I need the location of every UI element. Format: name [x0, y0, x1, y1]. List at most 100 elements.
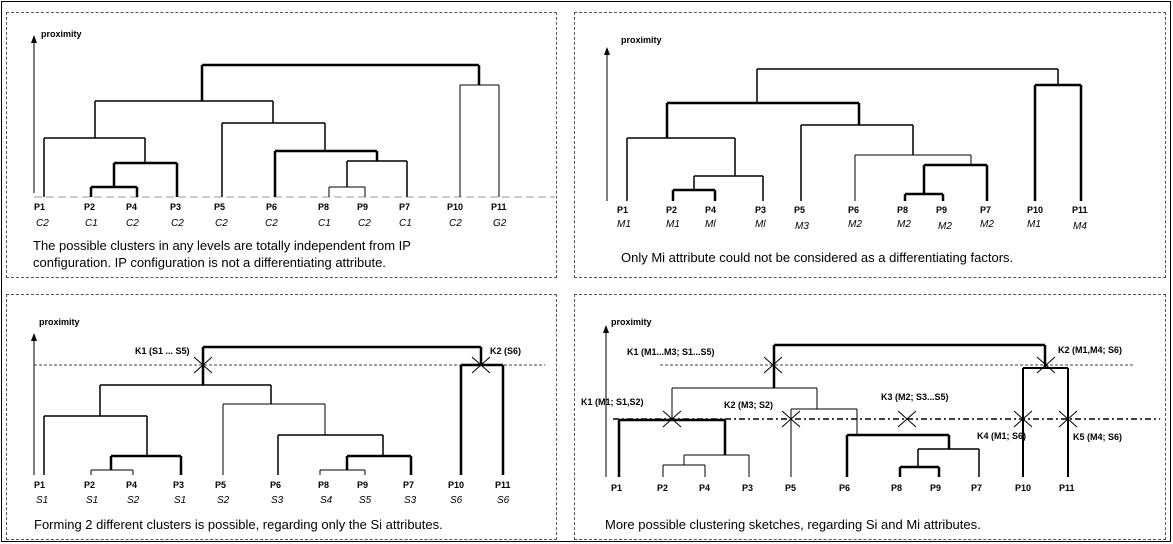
dendrogram-ip: proximity P1 P2 P4 P3 P5 P6 P8 P9 P7 — [31, 29, 555, 229]
attr-label: M2 — [897, 219, 911, 230]
leaf-label: P2 — [84, 480, 95, 490]
panel-si-mi-attributes: proximity K1 (M1...M3; S1...S5) K2 (M1 — [574, 294, 1166, 540]
attr-label: S4 — [320, 495, 333, 506]
leaf-label: P5 — [215, 480, 226, 490]
leaf-label: P9 — [357, 202, 368, 212]
leaf-label: P6 — [839, 483, 850, 493]
attr-label: M1 — [666, 219, 680, 230]
attr-label: M1 — [1027, 219, 1041, 230]
attr-label: S3 — [404, 495, 417, 506]
axis-arrowhead — [31, 35, 37, 43]
leaf-labels: P1 P2 P4 P3 P5 P6 P8 P9 P7 P10 P11 — [611, 483, 1075, 493]
attr-label: M2 — [938, 221, 952, 232]
attr-label: C2 — [215, 218, 228, 229]
leaf-label: P5 — [785, 483, 796, 493]
attr-label: S1 — [174, 495, 186, 506]
leaf-label: P7 — [403, 480, 414, 490]
leaf-label: P3 — [742, 483, 753, 493]
leaf-label: P7 — [980, 205, 991, 215]
leaf-label: P4 — [126, 480, 137, 490]
cut-mark-k5 — [1058, 410, 1078, 428]
cut-marks — [662, 356, 1078, 428]
attr-label: G2 — [493, 218, 507, 229]
panel-mi-attribute: proximity P1 P2 P4 P3 P5 P6 P8 P9 P7 P10… — [574, 12, 1166, 278]
attr-label: Ml — [705, 219, 716, 230]
cut-mark-k2-top — [1036, 356, 1056, 374]
axis-arrowhead — [603, 325, 609, 333]
leaf-label: P7 — [399, 202, 410, 212]
axis-label: proximity — [41, 29, 82, 39]
cut-mark-k1 — [193, 356, 213, 374]
attr-label: C2 — [449, 218, 462, 229]
leaf-labels: P1 P2 P4 P3 P5 P6 P8 P9 P7 P10 P11 — [34, 202, 507, 212]
leaf-labels: P1 P2 P4 P3 P5 P6 P8 P9 P7 P10 P11 — [34, 480, 511, 490]
cluster-label-k1-low: K1 (M1; S1,S2) — [581, 397, 644, 407]
caption-line-1: The possible clusters in any levels are … — [33, 238, 411, 253]
cut-mark-k1-top — [763, 356, 783, 374]
leaf-label: P10 — [448, 480, 464, 490]
attr-label: S1 — [86, 495, 98, 506]
leaf-label: P4 — [699, 483, 710, 493]
leaf-label: P5 — [214, 202, 225, 212]
attr-label: S6 — [450, 495, 463, 506]
cluster-label-k2-top: K2 (M1,M4; S6) — [1058, 345, 1122, 355]
leaf-label: P3 — [173, 480, 184, 490]
axis-label: proximity — [621, 35, 662, 45]
leaf-label: P11 — [1059, 483, 1075, 493]
attr-label: C2 — [126, 218, 139, 229]
leaf-label: P11 — [491, 202, 507, 212]
caption: More possible clustering sketches, regar… — [605, 517, 981, 532]
leaf-label: P9 — [357, 480, 368, 490]
leaf-label: P4 — [126, 202, 137, 212]
leaf-label: P7 — [971, 483, 982, 493]
leaf-label: P8 — [318, 202, 329, 212]
leaf-label: P6 — [270, 480, 281, 490]
cluster-label-k2-low: K2 (M3; S2) — [724, 400, 773, 410]
attr-label: M2 — [848, 219, 862, 230]
attr-label: S1 — [36, 495, 48, 506]
leaf-label: P2 — [666, 205, 677, 215]
attribute-labels: S1 S1 S2 S1 S2 S3 S4 S5 S3 S6 S6 — [36, 495, 510, 506]
cut-mark-k3 — [897, 410, 917, 428]
cut-marks — [193, 356, 491, 374]
leaf-label: P8 — [318, 480, 329, 490]
caption-line-2: configuration. IP configuration is not a… — [33, 255, 386, 270]
leaf-label: P2 — [657, 483, 668, 493]
dendrogram-si-mi: proximity K1 (M1...M3; S1...S5) K2 (M1 — [581, 317, 1160, 493]
leaf-label: P10 — [447, 202, 463, 212]
leaf-label: P4 — [705, 205, 716, 215]
dendrogram-si: proximity K1 (S1 ... S5) K2 (S6) P1 P2 P… — [31, 317, 545, 506]
leaf-label: P1 — [617, 205, 628, 215]
leaf-label: P6 — [266, 202, 277, 212]
attr-label: M3 — [795, 221, 809, 232]
leaf-label: P1 — [34, 480, 45, 490]
attr-label: M1 — [617, 219, 631, 230]
leaf-label: P2 — [84, 202, 95, 212]
leaf-label: P11 — [495, 480, 511, 490]
attr-label: C1 — [399, 218, 412, 229]
attr-label: C2 — [36, 218, 49, 229]
axis-label: proximity — [39, 317, 80, 327]
attr-label: C1 — [85, 218, 98, 229]
leaf-label: P3 — [755, 205, 766, 215]
leaf-label: P11 — [1072, 205, 1088, 215]
attribute-labels: C2 C1 C2 C2 C2 C2 C1 C2 C1 C2 G2 — [36, 218, 507, 229]
caption: Forming 2 different clusters is possible… — [34, 517, 443, 532]
panel-ip-configuration: proximity P1 P2 P4 P3 P5 P6 P8 P9 P7 — [6, 12, 557, 278]
cluster-label-k4: K4 (M1; S6) — [977, 431, 1026, 441]
leaf-label: P10 — [1027, 205, 1043, 215]
dendrogram-lines — [43, 345, 505, 475]
leaf-label: P1 — [611, 483, 622, 493]
cut-mark-k1-low — [662, 410, 682, 428]
attr-label: M4 — [1073, 221, 1087, 232]
attr-label: C2 — [358, 218, 371, 229]
leaf-label: P8 — [891, 483, 902, 493]
axis-arrowhead — [31, 333, 37, 341]
attr-label: S2 — [127, 495, 140, 506]
attr-label: S2 — [217, 495, 230, 506]
dendrogram-lines — [626, 68, 1083, 201]
cluster-label-k1-top: K1 (M1...M3; S1...S5) — [627, 347, 715, 357]
cluster-label-k1: K1 (S1 ... S5) — [135, 346, 190, 356]
dendrogram-lines — [43, 63, 500, 197]
